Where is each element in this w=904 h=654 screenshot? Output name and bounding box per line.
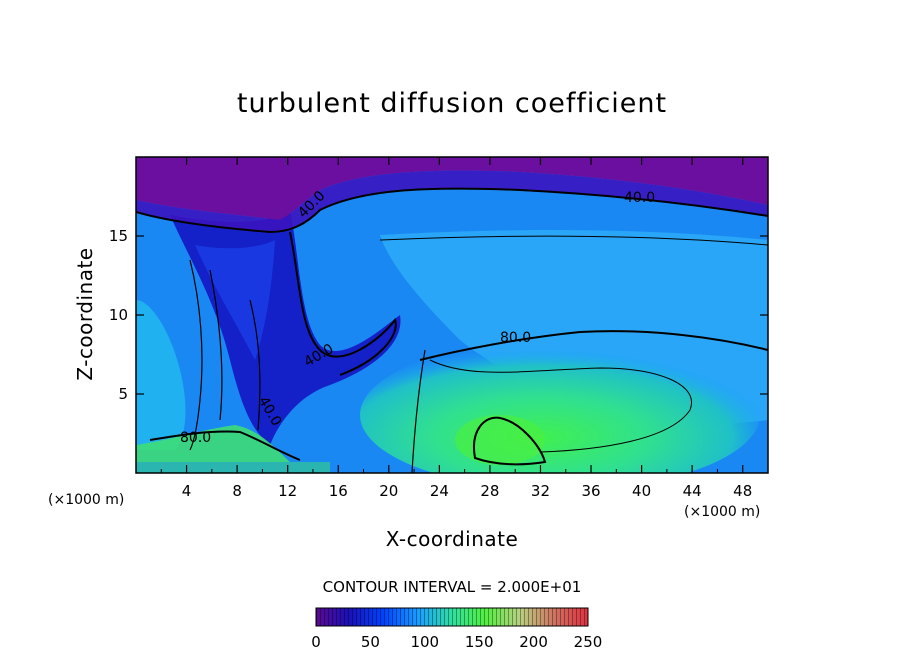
region-left-surface	[136, 425, 290, 462]
x-tick-label: 24	[430, 482, 449, 500]
contour-lines	[136, 187, 768, 473]
colorbar-tick-label: 250	[574, 633, 603, 651]
colorbar-ticks: 0 50 100 150 200 250	[311, 633, 602, 651]
contour-left-1	[189, 259, 203, 451]
colorbar-tick-label: 150	[465, 633, 494, 651]
x-tick-label: 36	[581, 482, 600, 500]
colorbar-tick-label: 200	[519, 633, 548, 651]
x-tick-label: 48	[733, 482, 752, 500]
region-pool-core	[455, 415, 545, 465]
x-tick-label: 32	[531, 482, 550, 500]
colorbar-tick-label: 0	[311, 633, 321, 651]
y-tick-label: 5	[118, 385, 128, 403]
region-top-transition	[136, 170, 768, 232]
x-tick-label: 40	[632, 482, 651, 500]
colorbar: 0 50 100 150 200 250	[311, 607, 602, 651]
x-tick-label: 12	[278, 482, 297, 500]
contour-label-2: 40.0	[624, 190, 655, 206]
x-unit-left: (×1000 m)	[48, 492, 124, 508]
contour-vertical	[411, 349, 426, 473]
contour-40-inner	[289, 231, 397, 376]
colorbar-tick-label: 100	[410, 633, 439, 651]
contour-left-2	[209, 269, 223, 421]
x-tick-label: 16	[329, 482, 348, 500]
y-axis-label: Z-coordinate	[73, 247, 97, 380]
x-tick-label: 44	[683, 482, 702, 500]
colorbar-hatch	[316, 608, 588, 626]
y-tick-label: 10	[109, 306, 128, 324]
contour-label-5: 80.0	[500, 330, 531, 346]
region-left-surface-low	[136, 462, 330, 473]
x-axis-label: X-coordinate	[386, 527, 519, 551]
x-tick-label: 20	[379, 482, 398, 500]
contour-pool-core	[473, 416, 547, 466]
x-tick-label: 28	[480, 482, 499, 500]
colorbar-frame	[315, 607, 589, 627]
region-green-pool	[360, 340, 760, 473]
plot-area: 40.0 40.0 40.0 40.0 80.0 80.0	[136, 157, 768, 473]
contour-left-3	[249, 299, 261, 431]
contour-thin-1	[379, 235, 768, 246]
x-tick-label: 8	[232, 482, 242, 500]
y-ticks: 5 10 15	[109, 227, 768, 403]
contour-label-6: 80.0	[180, 430, 211, 446]
colorbar-tick-label: 50	[361, 633, 380, 651]
y-tick-label: 15	[109, 227, 128, 245]
contour-left-80	[149, 430, 301, 461]
region-left-streaks	[136, 300, 186, 450]
region-updraft-inner	[195, 240, 275, 360]
contour-interval: CONTOUR INTERVAL = 2.000E+01	[323, 578, 582, 596]
x-ticks: 4 8 12 16 20 24 28 32 36 40 44 48	[160, 157, 752, 500]
x-unit-right: (×1000 m)	[684, 504, 760, 520]
region-top-layer	[136, 157, 768, 220]
contour-40-top	[136, 187, 768, 234]
x-tick-label: 4	[182, 482, 192, 500]
contour-thin-2	[429, 359, 692, 453]
contour-80-main	[419, 330, 768, 361]
chart-title: turbulent diffusion coefficient	[237, 88, 667, 119]
